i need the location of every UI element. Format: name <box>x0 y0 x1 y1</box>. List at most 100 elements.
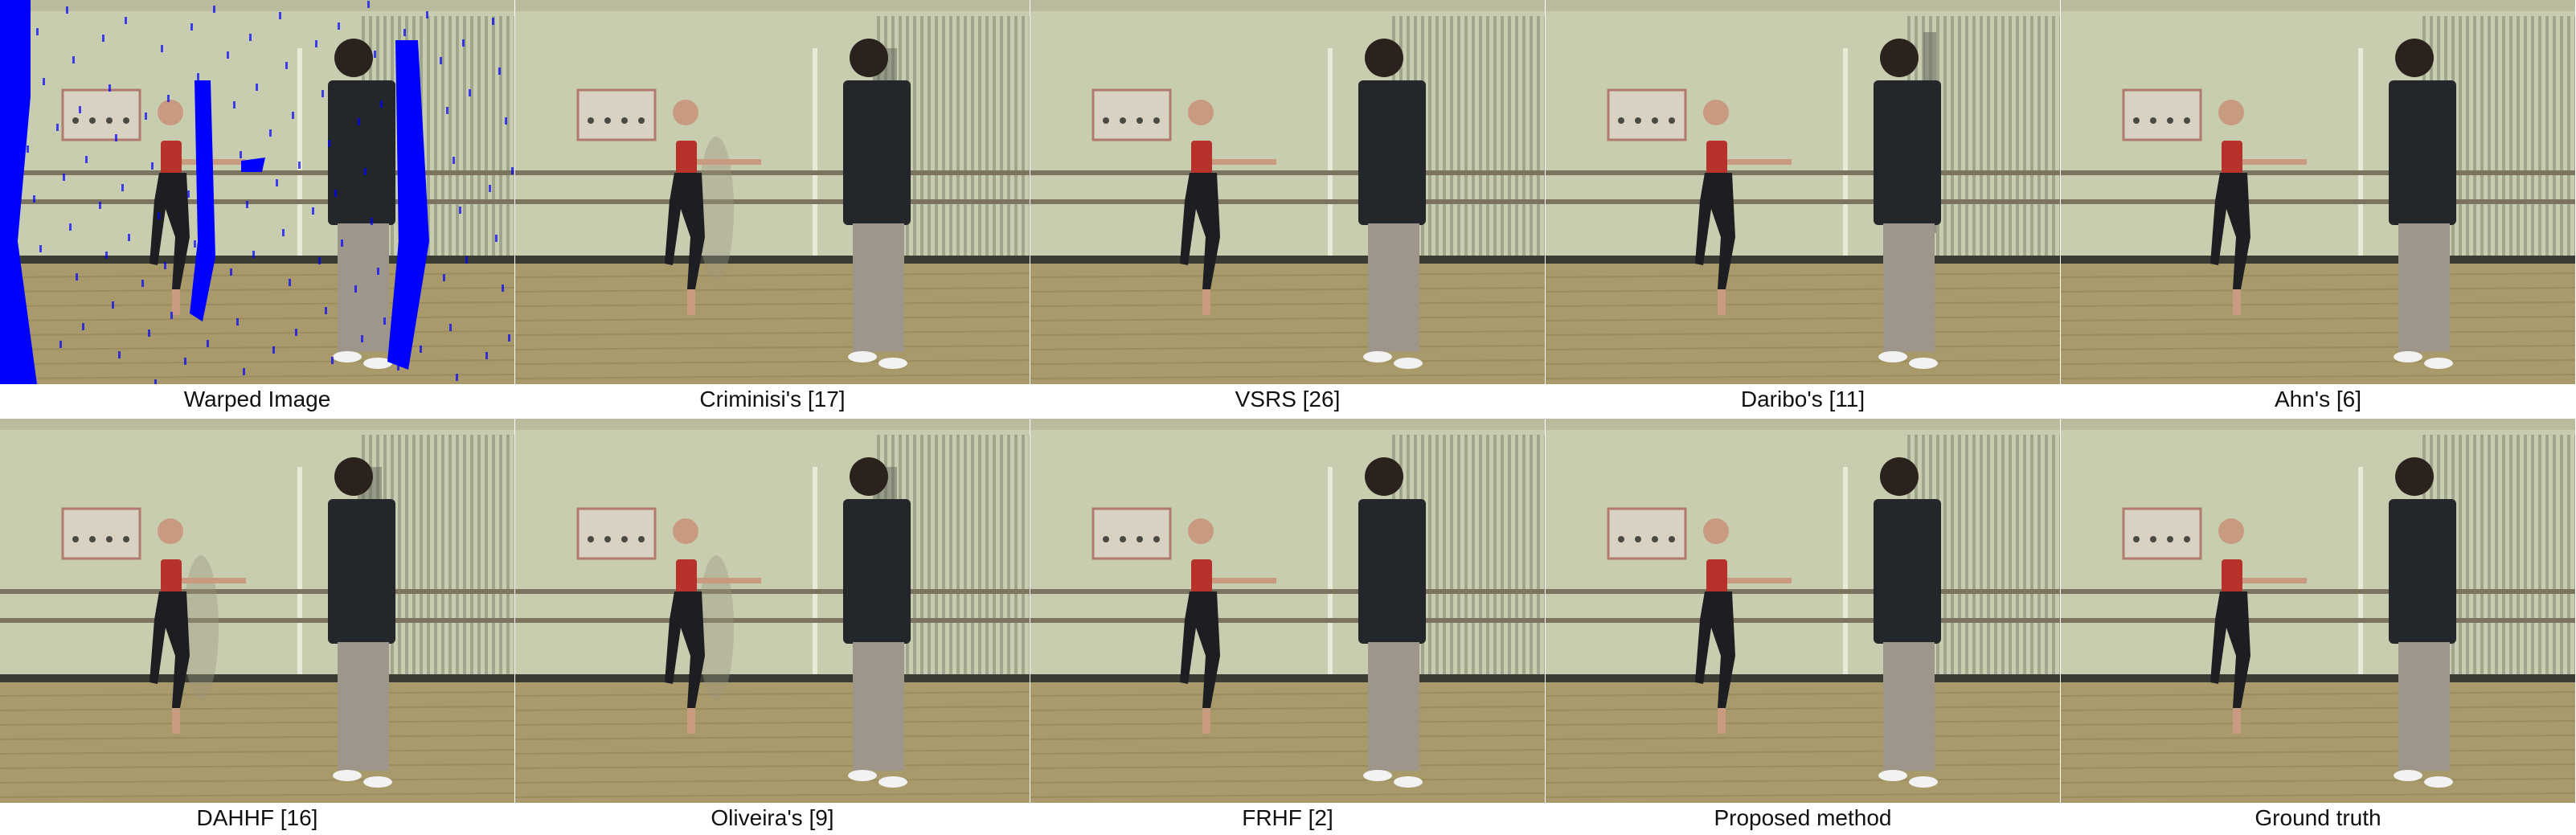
panel-caption: VSRS [26] <box>1235 387 1341 411</box>
floor <box>515 264 1030 384</box>
curtains <box>813 16 1030 257</box>
man-figure <box>328 457 395 788</box>
ballet-bar-lower <box>1030 618 1545 623</box>
ballet-bar-upper <box>2061 589 2575 594</box>
panel-caption: Warped Image <box>183 387 331 411</box>
figure-panel: Warped Image <box>0 0 514 415</box>
baseboard <box>0 256 514 264</box>
wall-poster <box>576 88 657 141</box>
floor <box>0 264 514 384</box>
wall-poster <box>1607 88 1687 141</box>
ghost-artifact <box>698 555 734 700</box>
ceiling-edge <box>1030 0 1545 11</box>
panel-image <box>1030 0 1545 384</box>
dancer-figure <box>149 100 246 315</box>
man-figure <box>2389 39 2456 369</box>
ballet-bar-lower <box>2061 199 2575 204</box>
floor <box>2061 682 2575 803</box>
baseboard <box>515 674 1030 682</box>
man-figure <box>1358 39 1426 369</box>
panel-caption: DAHHF [16] <box>196 805 318 830</box>
floor <box>1030 682 1545 803</box>
man-figure <box>1874 39 1941 369</box>
ceiling-edge <box>1546 419 2060 430</box>
panel-caption: Ground truth <box>2255 805 2381 830</box>
ballet-bar-upper <box>1546 589 2060 594</box>
ballet-bar-lower <box>515 199 1030 204</box>
ghost-artifact <box>183 555 219 700</box>
dancer-figure <box>149 518 246 734</box>
panel-caption: Daribo's [11] <box>1740 387 1865 411</box>
ballet-bar-lower <box>1546 618 2060 623</box>
baseboard <box>515 256 1030 264</box>
ceiling-edge <box>2061 0 2575 11</box>
ballet-bar-upper <box>1546 170 2060 175</box>
panel-image <box>515 0 1030 384</box>
dancer-figure <box>2210 518 2307 734</box>
ballet-bar-upper <box>0 589 514 594</box>
panel-image <box>515 419 1030 803</box>
panel-image <box>0 419 514 803</box>
ballet-bar-upper <box>515 170 1030 175</box>
panel-image <box>2061 0 2575 384</box>
ceiling-edge <box>2061 419 2575 430</box>
wall-poster <box>1607 507 1687 560</box>
figure-panel: Criminisi's [17] <box>515 0 1030 415</box>
panel-caption: FRHF [2] <box>1242 805 1333 830</box>
dancer-figure <box>1695 518 1792 734</box>
dancer-figure <box>1180 100 1276 315</box>
wall-poster <box>2122 88 2202 141</box>
floor <box>2061 264 2575 384</box>
ceiling-edge <box>515 419 1030 430</box>
dancer-figure <box>1180 518 1276 734</box>
figure-panel: Proposed method <box>1546 419 2060 834</box>
wall-poster <box>2122 507 2202 560</box>
wall-poster <box>61 88 141 141</box>
dancer-figure <box>665 100 761 315</box>
ballet-bar-upper <box>0 170 514 175</box>
man-figure <box>843 457 911 788</box>
baseboard <box>0 674 514 682</box>
figure-panel: Ahn's [6] <box>2061 0 2575 415</box>
wall-poster <box>61 507 141 560</box>
wall-poster <box>1091 507 1172 560</box>
dancer-figure <box>1695 100 1792 315</box>
panel-caption: Oliveira's [9] <box>711 805 834 830</box>
man-figure <box>328 39 395 369</box>
panel-image <box>0 0 514 384</box>
panel-image <box>1030 419 1545 803</box>
ballet-bar-lower <box>1546 199 2060 204</box>
baseboard <box>1030 674 1545 682</box>
panel-image <box>2061 419 2575 803</box>
ballet-bar-lower <box>515 618 1030 623</box>
figure-panel: Oliveira's [9] <box>515 419 1030 834</box>
ballet-bar-lower <box>1030 199 1545 204</box>
dancer-figure <box>2210 100 2307 315</box>
ceiling-edge <box>515 0 1030 11</box>
panel-caption: Proposed method <box>1714 805 1892 830</box>
floor <box>1546 682 2060 803</box>
floor <box>1030 264 1545 384</box>
baseboard <box>1546 256 2060 264</box>
panel-caption: Criminisi's [17] <box>699 387 846 411</box>
ballet-bar-lower <box>0 618 514 623</box>
man-figure <box>1358 457 1426 788</box>
ceiling-edge <box>0 0 514 11</box>
baseboard <box>2061 674 2575 682</box>
dancer-figure <box>665 518 761 734</box>
ghost-artifact <box>698 137 734 281</box>
ballet-bar-lower <box>2061 618 2575 623</box>
baseboard <box>1546 674 2060 682</box>
ballet-bar-upper <box>2061 170 2575 175</box>
panel-image <box>1546 419 2060 803</box>
ballet-bar-upper <box>1030 170 1545 175</box>
wall-poster <box>1091 88 1172 141</box>
ballet-bar-upper <box>1030 589 1545 594</box>
wall-poster <box>576 507 657 560</box>
floor <box>1546 264 2060 384</box>
baseboard <box>1030 256 1545 264</box>
baseboard <box>2061 256 2575 264</box>
man-figure <box>2389 457 2456 788</box>
ceiling-edge <box>0 419 514 430</box>
